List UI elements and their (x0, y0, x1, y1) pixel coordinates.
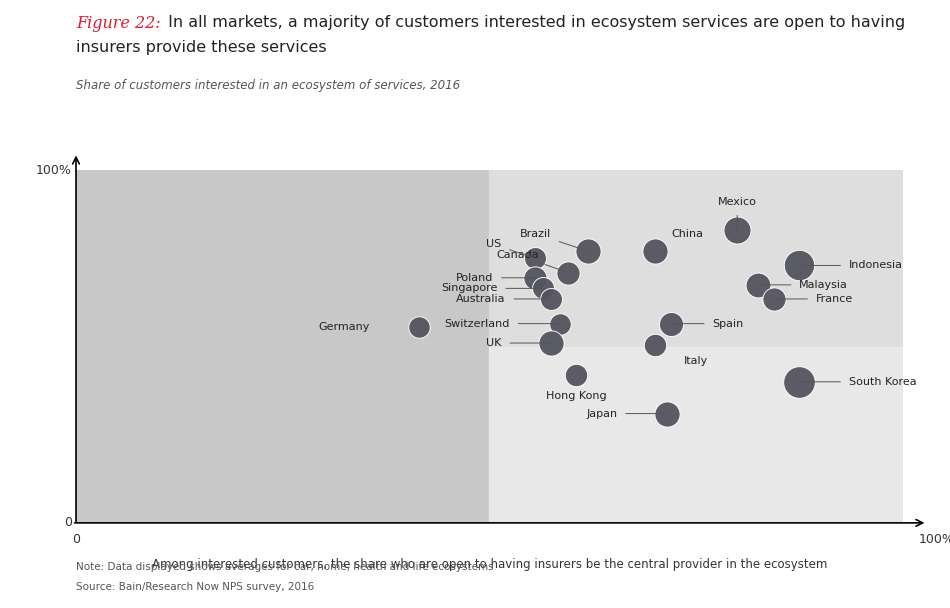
Point (659, 409, 674, 418)
Point (647, 340, 662, 350)
Text: Italy: Italy (683, 356, 708, 365)
Text: In all markets, a majority of customers interested in ecosystem services are ope: In all markets, a majority of customers … (163, 15, 905, 30)
Text: Mexico: Mexico (718, 197, 756, 230)
Text: Hong Kong: Hong Kong (545, 391, 606, 401)
Point (647, 246, 662, 256)
Bar (489, 347, 902, 523)
Bar (76, 170, 489, 523)
Text: Among interested customers, the share who are open to having insurers be the cen: Among interested customers, the share wh… (152, 558, 826, 571)
Point (560, 268, 576, 277)
Point (750, 280, 766, 289)
Text: Source: Bain/Research Now NPS survey, 2016: Source: Bain/Research Now NPS survey, 20… (76, 582, 314, 592)
Text: Indonesia: Indonesia (799, 260, 902, 271)
Text: Poland: Poland (456, 273, 535, 283)
Point (791, 377, 807, 387)
Point (543, 338, 559, 348)
Text: Figure 22:: Figure 22: (76, 15, 161, 32)
Text: Note: Data displayed shows averages for car, home, health and life ecosystems: Note: Data displayed shows averages for … (76, 562, 494, 572)
Text: Singapore: Singapore (441, 283, 543, 294)
Point (527, 273, 542, 283)
Point (663, 319, 678, 328)
Text: South Korea: South Korea (799, 377, 917, 387)
Point (527, 254, 542, 263)
Point (767, 294, 782, 304)
Text: insurers provide these services: insurers provide these services (76, 40, 327, 55)
Text: Malaysia: Malaysia (758, 280, 848, 290)
Point (536, 283, 551, 293)
Text: Share of customers interested in an ecosystem of services, 2016: Share of customers interested in an ecos… (76, 79, 460, 92)
Text: 0: 0 (64, 516, 72, 530)
Text: Japan: Japan (586, 409, 667, 418)
Point (730, 226, 745, 235)
Text: Germany: Germany (318, 322, 370, 332)
Point (791, 261, 807, 271)
Text: US: US (486, 240, 535, 258)
Text: 100%: 100% (919, 533, 950, 547)
Point (543, 294, 559, 304)
Text: Switzerland: Switzerland (445, 319, 560, 329)
Point (411, 322, 427, 332)
Text: France: France (774, 294, 853, 304)
Text: Canada: Canada (496, 250, 568, 272)
Text: 100%: 100% (36, 164, 72, 177)
Point (568, 370, 583, 379)
Text: UK: UK (486, 338, 551, 348)
Point (552, 319, 567, 328)
Text: China: China (671, 229, 703, 239)
Text: Spain: Spain (671, 319, 744, 329)
Bar (489, 170, 902, 347)
Point (580, 246, 596, 256)
Text: Australia: Australia (456, 294, 551, 304)
Text: 0: 0 (72, 533, 80, 547)
Text: Brazil: Brazil (520, 229, 588, 251)
